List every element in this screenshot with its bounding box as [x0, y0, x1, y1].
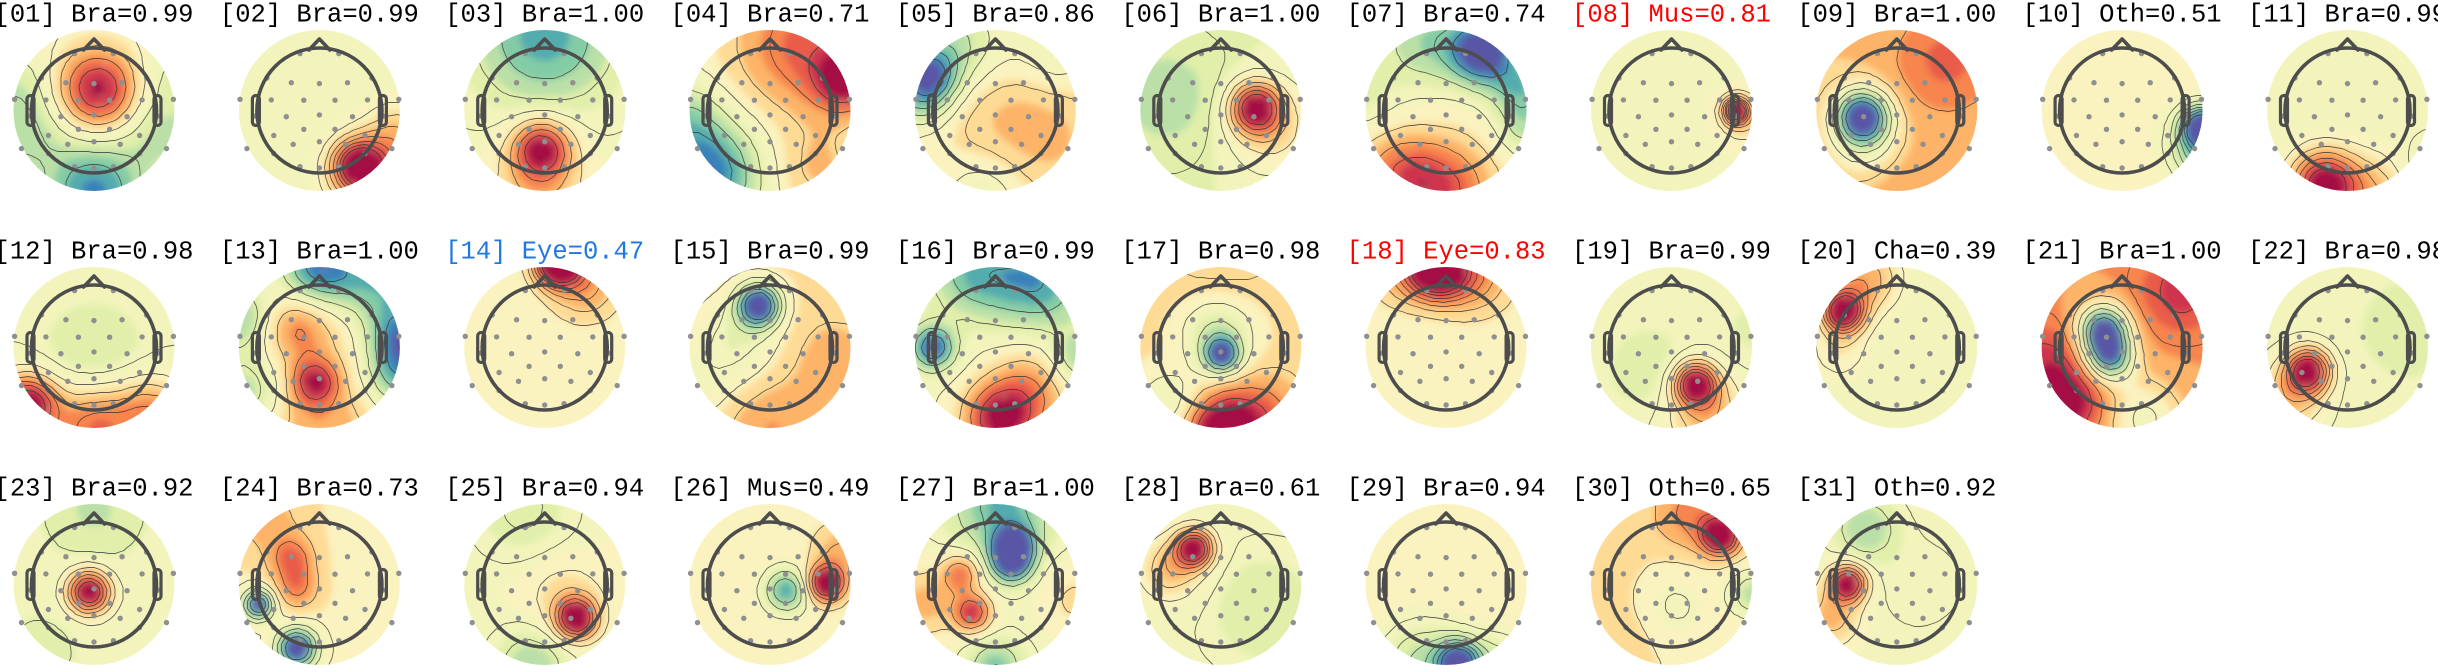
svg-text:[24] Bra=0.73: [24] Bra=0.73 [220, 475, 419, 504]
svg-text:[23] Bra=0.92: [23] Bra=0.92 [0, 475, 193, 504]
svg-text:[22] Bra=0.98: [22] Bra=0.98 [2248, 238, 2438, 267]
svg-text:[06] Bra=1.00: [06] Bra=1.00 [1121, 1, 1320, 30]
svg-text:[01] Bra=0.99: [01] Bra=0.99 [0, 1, 193, 30]
svg-text:[27] Bra=1.00: [27] Bra=1.00 [896, 475, 1095, 504]
svg-text:[10] Oth=0.51: [10] Oth=0.51 [2023, 1, 2222, 30]
svg-text:[14] Eye=0.47: [14] Eye=0.47 [445, 238, 644, 267]
svg-text:[16] Bra=0.99: [16] Bra=0.99 [896, 238, 1095, 267]
svg-text:[07] Bra=0.74: [07] Bra=0.74 [1347, 1, 1546, 30]
svg-text:[17] Bra=0.98: [17] Bra=0.98 [1121, 238, 1320, 267]
svg-text:[26] Mus=0.49: [26] Mus=0.49 [671, 475, 870, 504]
svg-text:[12] Bra=0.98: [12] Bra=0.98 [0, 238, 193, 267]
svg-text:[09] Bra=1.00: [09] Bra=1.00 [1797, 1, 1996, 30]
svg-text:[08] Mus=0.81: [08] Mus=0.81 [1572, 1, 1771, 30]
svg-text:[13] Bra=1.00: [13] Bra=1.00 [220, 238, 419, 267]
svg-text:[29] Bra=0.94: [29] Bra=0.94 [1347, 475, 1546, 504]
svg-text:[19] Bra=0.99: [19] Bra=0.99 [1572, 238, 1771, 267]
svg-text:[31] Oth=0.92: [31] Oth=0.92 [1797, 475, 1996, 504]
svg-text:[15] Bra=0.99: [15] Bra=0.99 [671, 238, 870, 267]
svg-text:[03] Bra=1.00: [03] Bra=1.00 [445, 1, 644, 30]
svg-text:[25] Bra=0.94: [25] Bra=0.94 [445, 475, 644, 504]
svg-text:[05] Bra=0.86: [05] Bra=0.86 [896, 1, 1095, 30]
svg-text:[11] Bra=0.99: [11] Bra=0.99 [2248, 1, 2438, 30]
svg-text:[04] Bra=0.71: [04] Bra=0.71 [671, 1, 870, 30]
svg-text:[30] Oth=0.65: [30] Oth=0.65 [1572, 475, 1771, 504]
svg-text:[28] Bra=0.61: [28] Bra=0.61 [1121, 475, 1320, 504]
svg-text:[02] Bra=0.99: [02] Bra=0.99 [220, 1, 419, 30]
svg-text:[18] Eye=0.83: [18] Eye=0.83 [1347, 238, 1546, 267]
svg-text:[21] Bra=1.00: [21] Bra=1.00 [2023, 238, 2222, 267]
svg-text:[20] Cha=0.39: [20] Cha=0.39 [1797, 238, 1996, 267]
